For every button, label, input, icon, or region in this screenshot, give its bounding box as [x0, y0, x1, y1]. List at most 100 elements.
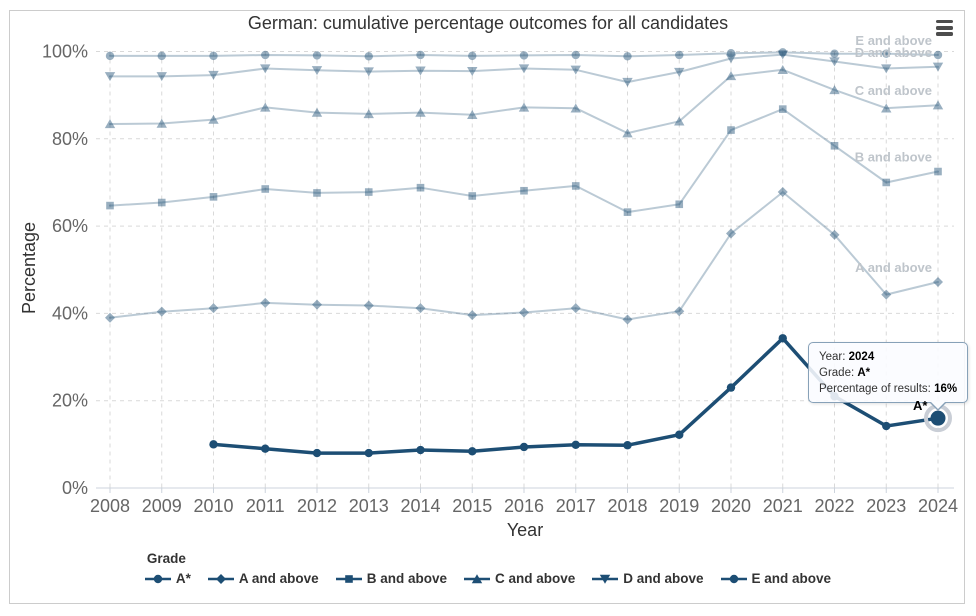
- marker-b-and-above-2022[interactable]: [830, 141, 839, 150]
- marker-e-and-above-2022[interactable]: [830, 49, 839, 58]
- marker-c-and-above-2021[interactable]: [777, 65, 788, 75]
- marker-a-and-above-2017[interactable]: [570, 303, 581, 314]
- marker-e-and-above-2008[interactable]: [105, 51, 115, 61]
- marker-b-and-above-2013[interactable]: [364, 188, 373, 196]
- marker-c-and-above-2024[interactable]: [932, 100, 944, 110]
- marker-c-and-above-2009[interactable]: [156, 118, 167, 128]
- marker-e-and-above-2016[interactable]: [519, 51, 529, 60]
- marker-a-and-above-2023[interactable]: [881, 289, 892, 300]
- marker-a-and-above-2019[interactable]: [674, 306, 685, 317]
- marker-d-and-above-2013[interactable]: [363, 67, 374, 77]
- series-line-d-and-above[interactable]: [109, 53, 939, 84]
- marker-a-and-above-2014[interactable]: [415, 303, 426, 314]
- marker-a-2014[interactable]: [416, 445, 425, 455]
- marker-e-and-above-2020[interactable]: [726, 49, 736, 58]
- marker-c-and-above-2010[interactable]: [208, 114, 219, 124]
- marker-c-and-above-2011[interactable]: [260, 102, 271, 112]
- marker-a-and-above-2016[interactable]: [519, 307, 529, 318]
- marker-a-and-above-2024[interactable]: [933, 276, 943, 287]
- marker-e-and-above-2024[interactable]: [933, 50, 943, 60]
- marker-b-and-above-2016[interactable]: [520, 186, 528, 195]
- marker-d-and-above-2015[interactable]: [467, 66, 478, 76]
- marker-e-and-above-2010[interactable]: [209, 51, 218, 61]
- marker-e-and-above-2019[interactable]: [675, 50, 684, 60]
- marker-d-and-above-2011[interactable]: [260, 64, 271, 74]
- marker-c-and-above-2012[interactable]: [311, 107, 323, 117]
- marker-c-and-above-2020[interactable]: [725, 71, 737, 81]
- marker-c-and-above-2017[interactable]: [570, 103, 581, 113]
- series-line-e-and-above[interactable]: [109, 51, 939, 58]
- marker-c-and-above-2014[interactable]: [415, 107, 426, 117]
- marker-e-and-above-2018[interactable]: [623, 52, 632, 61]
- marker-a-and-above-2021[interactable]: [777, 187, 788, 198]
- marker-b-and-above-2010[interactable]: [209, 193, 218, 201]
- marker-a-and-above-2020[interactable]: [726, 228, 736, 239]
- legend-item-e-and-above[interactable]: E and above: [720, 571, 831, 586]
- marker-a-and-above-2009[interactable]: [156, 306, 167, 317]
- marker-a-2013[interactable]: [364, 448, 373, 458]
- marker-a-2017[interactable]: [571, 440, 580, 449]
- marker-e-and-above-2021[interactable]: [778, 48, 787, 57]
- marker-b-and-above-2017[interactable]: [571, 182, 580, 190]
- marker-d-and-above-2023[interactable]: [881, 64, 892, 74]
- marker-a-2020[interactable]: [726, 383, 736, 392]
- marker-a-2019[interactable]: [675, 430, 684, 439]
- legend-item-a[interactable]: A*: [144, 571, 191, 586]
- marker-d-and-above-2016[interactable]: [518, 64, 530, 74]
- marker-d-and-above-2019[interactable]: [674, 67, 685, 77]
- marker-a-2015[interactable]: [468, 447, 477, 456]
- marker-b-and-above-2011[interactable]: [261, 185, 270, 193]
- marker-a-and-above-2022[interactable]: [829, 229, 840, 240]
- marker-a-and-above-2008[interactable]: [105, 312, 115, 323]
- marker-d-and-above-2024[interactable]: [932, 62, 944, 72]
- marker-d-and-above-2009[interactable]: [156, 72, 167, 82]
- marker-d-and-above-2017[interactable]: [570, 65, 581, 75]
- chart-context-menu-button[interactable]: [936, 20, 953, 39]
- marker-a-2010[interactable]: [209, 440, 218, 449]
- marker-d-and-above-2014[interactable]: [415, 66, 426, 76]
- marker-a-and-above-2015[interactable]: [467, 310, 478, 321]
- legend-item-c-and-above[interactable]: C and above: [463, 571, 575, 586]
- marker-c-and-above-2018[interactable]: [622, 128, 633, 138]
- marker-b-and-above-2015[interactable]: [468, 192, 477, 200]
- marker-e-and-above-2013[interactable]: [364, 52, 373, 61]
- marker-b-and-above-2014[interactable]: [416, 183, 425, 192]
- legend-item-b-and-above[interactable]: B and above: [335, 571, 447, 586]
- marker-e-and-above-2009[interactable]: [157, 51, 166, 61]
- legend-item-d-and-above[interactable]: D and above: [592, 571, 704, 586]
- marker-a-2018[interactable]: [623, 441, 632, 450]
- marker-d-and-above-2010[interactable]: [208, 70, 219, 80]
- marker-a-2012[interactable]: [312, 448, 322, 458]
- marker-b-and-above-2024[interactable]: [934, 167, 942, 176]
- marker-a-2016[interactable]: [519, 442, 529, 452]
- marker-a-and-above-2013[interactable]: [363, 300, 374, 311]
- marker-d-and-above-2018[interactable]: [622, 77, 633, 87]
- marker-b-and-above-2019[interactable]: [675, 200, 684, 209]
- marker-b-and-above-2021[interactable]: [778, 105, 787, 113]
- marker-e-and-above-2012[interactable]: [312, 51, 322, 60]
- marker-d-and-above-2012[interactable]: [311, 66, 323, 76]
- marker-b-and-above-2023[interactable]: [882, 178, 891, 187]
- marker-c-and-above-2008[interactable]: [104, 119, 116, 129]
- marker-e-and-above-2017[interactable]: [571, 50, 580, 60]
- marker-a-2023[interactable]: [882, 421, 891, 431]
- series-line-b-and-above[interactable]: [109, 108, 939, 214]
- marker-c-and-above-2015[interactable]: [467, 109, 478, 119]
- marker-b-and-above-2012[interactable]: [313, 189, 321, 197]
- marker-e-and-above-2015[interactable]: [468, 51, 477, 61]
- marker-d-and-above-2008[interactable]: [104, 72, 116, 82]
- series-line-a-and-above[interactable]: [109, 191, 939, 321]
- marker-b-and-above-2009[interactable]: [157, 198, 166, 207]
- marker-a-2021[interactable]: [778, 334, 787, 343]
- marker-c-and-above-2023[interactable]: [881, 103, 892, 113]
- marker-a-and-above-2012[interactable]: [312, 299, 322, 310]
- legend-item-a-and-above[interactable]: A and above: [207, 571, 319, 586]
- marker-a-2024-active[interactable]: [930, 410, 946, 426]
- marker-d-and-above-2021[interactable]: [777, 50, 788, 60]
- marker-a-and-above-2011[interactable]: [260, 297, 271, 308]
- marker-e-and-above-2011[interactable]: [261, 50, 270, 60]
- marker-d-and-above-2020[interactable]: [725, 54, 737, 64]
- marker-b-and-above-2020[interactable]: [727, 126, 735, 134]
- marker-c-and-above-2016[interactable]: [518, 102, 530, 112]
- marker-d-and-above-2022[interactable]: [829, 57, 840, 67]
